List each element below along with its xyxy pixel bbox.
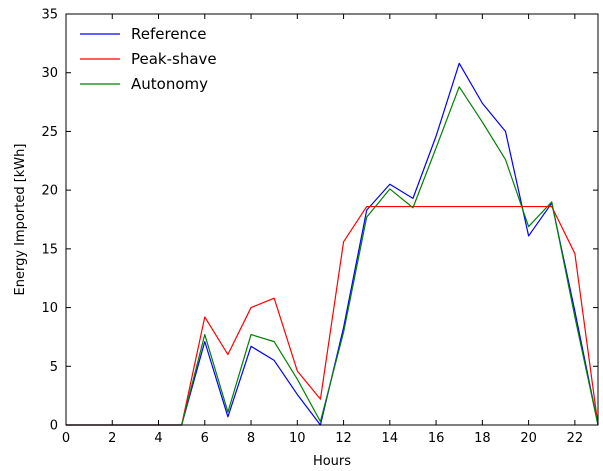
y-tick-label: 20: [41, 184, 58, 199]
x-tick-label: 18: [474, 431, 491, 446]
x-tick-label: 4: [154, 431, 162, 446]
y-axis-label: Energy Imported [kWh]: [13, 144, 28, 296]
x-tick-label: 22: [567, 431, 584, 446]
y-tick-label: 25: [41, 125, 58, 140]
x-tick-label: 0: [62, 431, 70, 446]
legend-label-autonomy: Autonomy: [131, 75, 208, 93]
y-tick-label: 5: [50, 360, 58, 375]
y-tick-label: 15: [41, 242, 58, 257]
x-tick-label: 12: [335, 431, 352, 446]
axis-ticks: [65, 13, 598, 426]
x-axis-label: Hours: [313, 454, 351, 469]
axis-tick-labels: 0 2 4 6 8 10 12 14 16 18 20 22 0 5 10 15 20 25 30 35: [41, 8, 583, 447]
y-tick-label: 30: [41, 66, 58, 81]
y-tick-label: 35: [41, 8, 58, 23]
x-tick-label: 20: [520, 431, 537, 446]
legend-label-peak-shave: Peak-shave: [131, 50, 217, 68]
x-tick-label: 8: [247, 431, 255, 446]
x-tick-label: 2: [108, 431, 116, 446]
x-tick-label: 16: [428, 431, 445, 446]
legend-label-reference: Reference: [131, 25, 207, 43]
x-tick-label: 6: [201, 431, 209, 446]
y-tick-label: 0: [50, 419, 58, 434]
legend: Reference Peak-shave Autonomy: [80, 25, 217, 93]
y-tick-label: 10: [41, 301, 58, 316]
plot-frame: [65, 13, 599, 426]
x-tick-label: 10: [289, 431, 306, 446]
x-tick-label: 14: [382, 431, 399, 446]
